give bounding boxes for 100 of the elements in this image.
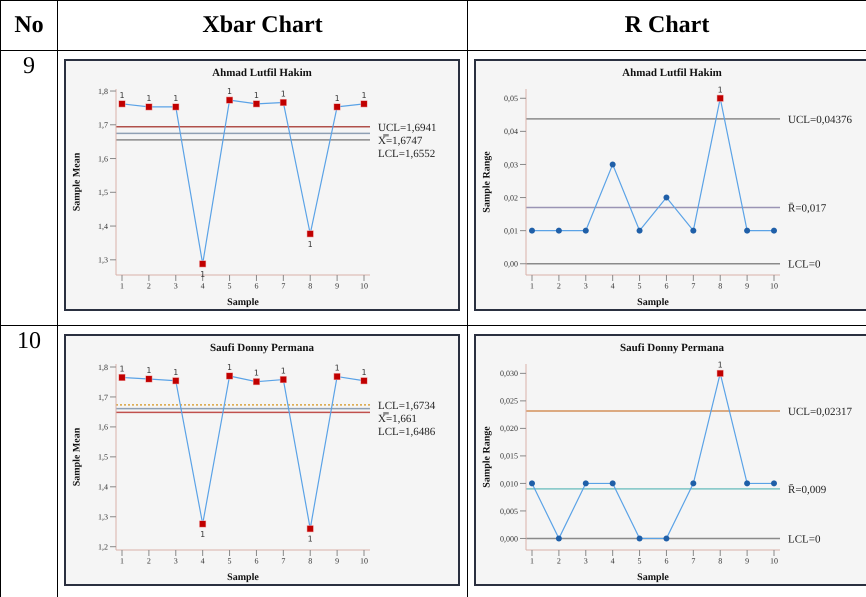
y-tick-label: 0,005	[500, 506, 518, 516]
chart-title: Saufi Donny Permana	[619, 342, 725, 356]
annotation: 1	[334, 94, 340, 103]
y-tick-label: 1,8	[98, 362, 108, 372]
x-tick-label: 6	[254, 556, 258, 566]
text: No	[1, 1, 58, 51]
y-tick-label: 0,02	[504, 193, 518, 202]
x-tick-label: 4	[200, 556, 205, 566]
y-tick-label: 1,8	[98, 86, 108, 96]
x-tick-label: 10	[770, 282, 778, 291]
x-tick-label: 8	[308, 556, 312, 566]
y-tick-label: 1,7	[98, 392, 108, 402]
x-axis-title: Sample	[227, 572, 260, 583]
x-tick-label: 10	[360, 556, 368, 566]
y-tick-label: 1,5	[98, 188, 108, 198]
annotation: 1	[334, 364, 340, 373]
x-tick-label: 10	[770, 556, 778, 566]
ref-line-label: LCL=1,6486	[378, 426, 436, 438]
y-tick-label: 0,05	[504, 94, 518, 104]
annotation: 1	[718, 360, 723, 370]
x-tick-label: 9	[745, 556, 750, 566]
annotation: 1	[227, 362, 232, 372]
annotation: 1	[119, 90, 125, 100]
annotation: 1	[361, 90, 367, 100]
y-tick-label: 0,015	[500, 452, 518, 461]
ref-line-label: LCL=0	[788, 258, 821, 271]
x-tick-label: 1	[120, 282, 124, 291]
x-tick-label: 1	[530, 282, 534, 291]
annotation: 1	[361, 368, 367, 377]
x-tick-label: 3	[584, 556, 588, 566]
x-tick-label: 9	[335, 556, 340, 566]
x-tick-label: 2	[146, 282, 151, 291]
chart-title: Saufi Donny Permana	[209, 342, 315, 356]
point	[118, 374, 126, 381]
ref-line-label: UCL=1,6941	[378, 122, 436, 134]
annotation: 1	[280, 90, 286, 99]
ref-line-label: LCL=0	[788, 533, 821, 546]
annotation: 1	[254, 368, 259, 378]
ref-line-label: R̄=0,009	[788, 484, 827, 496]
y-axis-title: Sample Mean	[72, 427, 83, 486]
y-tick-label: 1,6	[98, 154, 108, 164]
annotation: 1	[173, 94, 178, 103]
x-tick-label: 4	[610, 556, 615, 566]
y-tick-label: 0,03	[504, 160, 518, 170]
point	[306, 230, 314, 238]
point	[252, 378, 260, 386]
point	[334, 103, 341, 110]
x-tick-label: 1	[120, 556, 124, 566]
point	[280, 99, 287, 106]
point	[145, 376, 152, 382]
x-tick-label: 6	[664, 556, 668, 566]
point	[145, 103, 152, 110]
x-tick-label: 7	[281, 556, 286, 566]
point	[226, 372, 234, 380]
annotation: 1	[308, 534, 313, 544]
y-tick-label: 1,4	[98, 222, 108, 231]
annotation: 1	[308, 240, 313, 249]
x-axis-title: Sample	[637, 297, 670, 308]
x-tick-label: 3	[584, 282, 588, 291]
annotation: 1	[173, 368, 178, 377]
point	[334, 373, 341, 380]
x-tick-label: 7	[691, 556, 696, 566]
point	[306, 525, 314, 532]
point	[226, 96, 234, 104]
ref-line-label: X̿=1,6747	[378, 134, 423, 147]
y-tick-label: 1,3	[98, 512, 108, 522]
annotation: 1	[254, 90, 259, 100]
x-tick-label: 3	[174, 556, 178, 566]
x-tick-label: 1	[530, 556, 534, 566]
x-tick-label: 8	[718, 556, 722, 566]
y-tick-label: 0,010	[500, 479, 518, 488]
annotation: 1	[280, 366, 286, 376]
point	[118, 100, 126, 108]
x-tick-label: 8	[308, 282, 312, 291]
y-tick-label: 0,000	[500, 534, 518, 544]
point	[280, 376, 287, 384]
x-tick-label: 5	[638, 282, 642, 291]
annotation: 1	[200, 270, 206, 279]
y-axis-title: Sample Range	[482, 426, 493, 488]
y-tick-label: 1,6	[98, 422, 108, 432]
y-tick-label: 0,025	[500, 396, 518, 406]
annotation: 1	[146, 94, 152, 103]
x-tick-label: 10	[360, 282, 368, 291]
y-tick-label: 1,7	[98, 120, 108, 130]
y-tick-label: 0,020	[500, 424, 518, 434]
x-tick-label: 9	[745, 282, 750, 291]
x-axis-title: Sample	[637, 572, 670, 583]
ref-line-label: R̄=0,017	[788, 202, 827, 214]
x-tick-label: 9	[335, 282, 340, 291]
y-tick-label: 1,4	[98, 482, 108, 492]
y-tick-label: 1,5	[98, 452, 108, 462]
point	[360, 377, 368, 384]
point	[199, 260, 206, 268]
ref-line-label: LCL=1,6552	[378, 148, 436, 160]
annotation: 1	[227, 87, 232, 96]
x-tick-label: 6	[664, 282, 668, 291]
x-tick-label: 2	[556, 556, 561, 566]
point	[199, 520, 206, 528]
text: Xbar Chart	[58, 1, 468, 51]
y-tick-label: 0,00	[504, 260, 518, 269]
